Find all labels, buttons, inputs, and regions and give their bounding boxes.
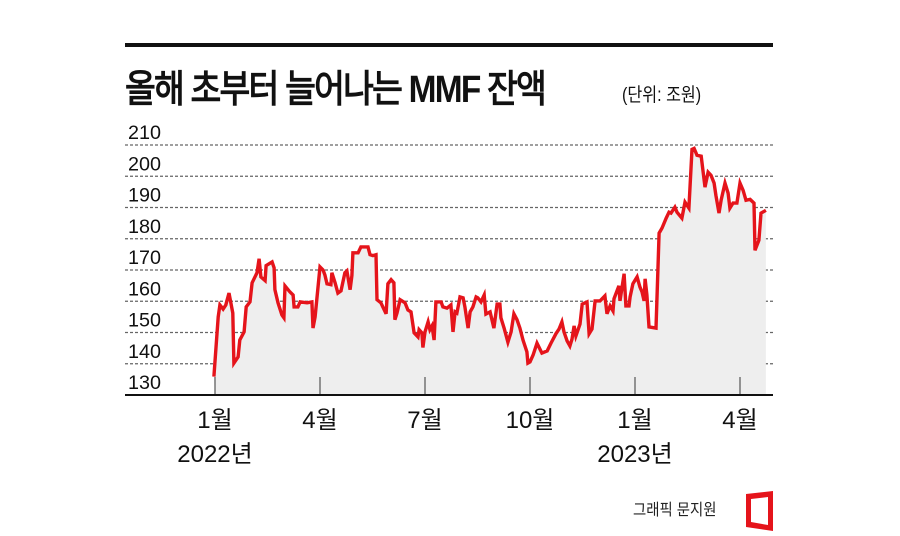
x-year-label: 2022년 <box>177 441 252 468</box>
top-rule <box>125 43 773 47</box>
x-year-label: 2023년 <box>597 441 672 468</box>
chart-title: 올해 초부터 늘어나는 MMF 잔액 <box>125 69 547 111</box>
area-fill <box>213 148 766 395</box>
x-axis-labels: 1월 2022년 4월 7월 10월 1월 2023년 4월 <box>177 407 757 468</box>
unit-label: (단위: 조원) <box>622 85 702 106</box>
x-tick-label: 1월 <box>617 407 652 434</box>
y-tick-label: 160 <box>128 279 161 300</box>
x-tick-label: 7월 <box>407 407 442 434</box>
x-tick-label: 4월 <box>302 407 337 434</box>
x-tick-label: 4월 <box>722 407 757 434</box>
y-tick-label: 180 <box>128 217 161 238</box>
y-tick-label: 140 <box>128 342 161 363</box>
y-tick-label: 150 <box>128 311 161 332</box>
y-axis-labels: 130 140 150 160 170 180 190 200 210 <box>128 123 161 394</box>
y-tick-label: 210 <box>128 123 161 144</box>
graphic-credit: 그래픽 문지원 <box>633 502 717 519</box>
x-tick-label: 10월 <box>506 407 555 434</box>
logo-icon <box>746 491 773 531</box>
y-tick-label: 190 <box>128 186 161 207</box>
mmf-line <box>212 146 767 377</box>
x-axis-ticks <box>214 377 741 395</box>
y-tick-label: 200 <box>128 154 161 175</box>
y-tick-label: 130 <box>128 373 161 394</box>
x-tick-label: 1월 <box>197 407 232 434</box>
y-tick-label: 170 <box>128 248 161 269</box>
